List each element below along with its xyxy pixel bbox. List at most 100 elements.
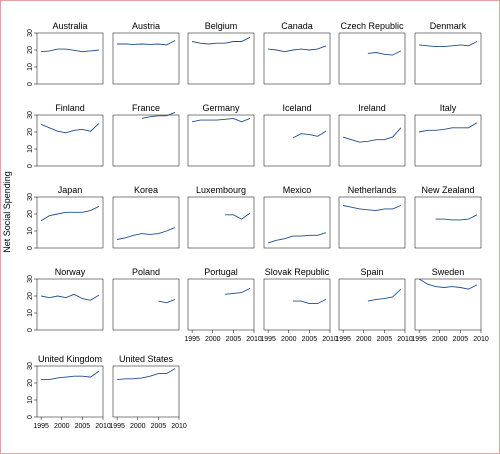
panel-germany: Germany [187,103,255,167]
panel-plot-area [112,114,180,167]
x-tick-label: 1995 [184,336,200,343]
x-tick-label: 2000 [281,336,297,343]
panel-title: Mexico [283,185,312,195]
series-line-denmark [419,41,478,48]
panel-austria: Austria [112,21,180,85]
series-line-australia [41,48,99,53]
series-line-belgium [192,36,251,45]
y-tick-label: 20 [27,210,34,218]
series-line-czech-republic [367,50,402,56]
panel-plot-area [414,114,482,167]
x-tick-label: 2000 [54,423,70,430]
panel-title: Netherlands [348,185,397,195]
y-tick-label: 20 [27,379,34,387]
series-line-spain [367,288,402,302]
panel-title: Australia [52,21,87,31]
panel-plot-area [338,278,406,331]
series-line-japan [40,205,100,222]
panel-plot-area [112,32,180,85]
panel-plot-area [263,32,331,85]
panel-sweden: Sweden 1995 2000 2005 2010 [411,267,489,343]
series-line-italy [419,122,478,133]
panel-title: Ireland [358,103,386,113]
series-line-finland [40,123,100,134]
panel-title: Belgium [205,21,238,31]
panel-czech-republic: Czech Republic [338,21,406,85]
x-tick-label: 2000 [356,336,372,343]
panel-title: Italy [440,103,457,113]
x-tick-label: 2010 [246,336,262,343]
panel-title: Spain [360,267,383,277]
panel-plot-area [263,196,331,249]
panel-plot-area [414,278,482,331]
panel-title: Slovak Republic [265,267,330,277]
x-tick-label: 1995 [109,423,125,430]
panel-ireland: Ireland [338,103,406,167]
x-tick-label: 2010 [473,336,489,343]
panel-title: Poland [132,267,160,277]
panel-belgium: Belgium [187,21,255,85]
series-line-slovak-republic [292,298,327,305]
y-tick-label: 30 [27,111,34,119]
panel-portugal: Portugal 1995 2000 2005 2010 [184,267,262,343]
panel-australia: Australia 0 10 20 30 [27,21,104,86]
y-tick-label: 20 [27,46,34,54]
series-line-mexico [267,232,327,244]
panel-title: Norway [55,267,86,277]
y-tick-label: 0 [27,164,34,168]
panel-united-kingdom: United Kingdom 0 10 20 30 1995 2000 2005 2010 [27,354,111,430]
panel-united-states: United States 1995 2000 2005 2010 [109,354,187,430]
series-line-austria [117,40,176,46]
panel-title: Denmark [430,21,467,31]
series-line-germany [192,117,251,123]
panels: Australia 0 10 20 30 Austria Belgium Canada Czec… [27,21,489,430]
panel-title: France [132,103,160,113]
series-line-norway [41,293,100,301]
panel-title: Iceland [282,103,311,113]
series-line-netherlands [343,205,402,212]
panel-plot-area [36,278,104,331]
panel-plot-area [338,196,406,249]
panel-plot-area [414,32,482,85]
y-tick-label: 0 [27,415,34,419]
y-tick-label: 10 [27,309,34,317]
x-tick-label: 2005 [302,336,318,343]
x-tick-label: 2010 [171,423,187,430]
panel-plot-area [187,196,255,249]
panel-plot-area [338,32,406,85]
panel-japan: Japan 0 10 20 30 [27,185,104,250]
series-line-korea [117,227,176,240]
panel-title: Luxembourg [196,185,246,195]
panel-luxembourg: Luxembourg [187,185,255,249]
series-line-canada [268,45,327,53]
x-tick-label: 2010 [397,336,413,343]
panel-plot-area [36,32,104,85]
panel-poland: Poland [112,267,180,331]
series-line-poland [158,298,176,304]
y-tick-label: 10 [27,145,34,153]
x-tick-label: 2005 [226,336,242,343]
panel-finland: Finland 0 10 20 30 [27,103,104,168]
panel-title: United Kingdom [38,354,102,364]
y-tick-label: 0 [27,328,34,332]
x-tick-label: 2005 [453,336,469,343]
panel-denmark: Denmark [414,21,482,85]
x-tick-label: 2000 [432,336,448,343]
panel-korea: Korea [112,185,180,249]
panel-plot-area [263,278,331,331]
panel-plot-area [187,278,255,331]
x-tick-label: 2010 [322,336,338,343]
panel-plot-area [414,196,482,249]
y-tick-label: 0 [27,82,34,86]
x-tick-label: 2000 [205,336,221,343]
x-tick-label: 2000 [130,423,146,430]
panel-norway: Norway 0 10 20 30 [27,267,104,332]
y-tick-label: 0 [27,246,34,250]
panel-title: Portugal [204,267,238,277]
panel-plot-area [112,278,180,331]
panel-title: Sweden [432,267,465,277]
panel-new-zealand: New Zealand [414,185,482,249]
series-line-united-kingdom [41,370,100,381]
